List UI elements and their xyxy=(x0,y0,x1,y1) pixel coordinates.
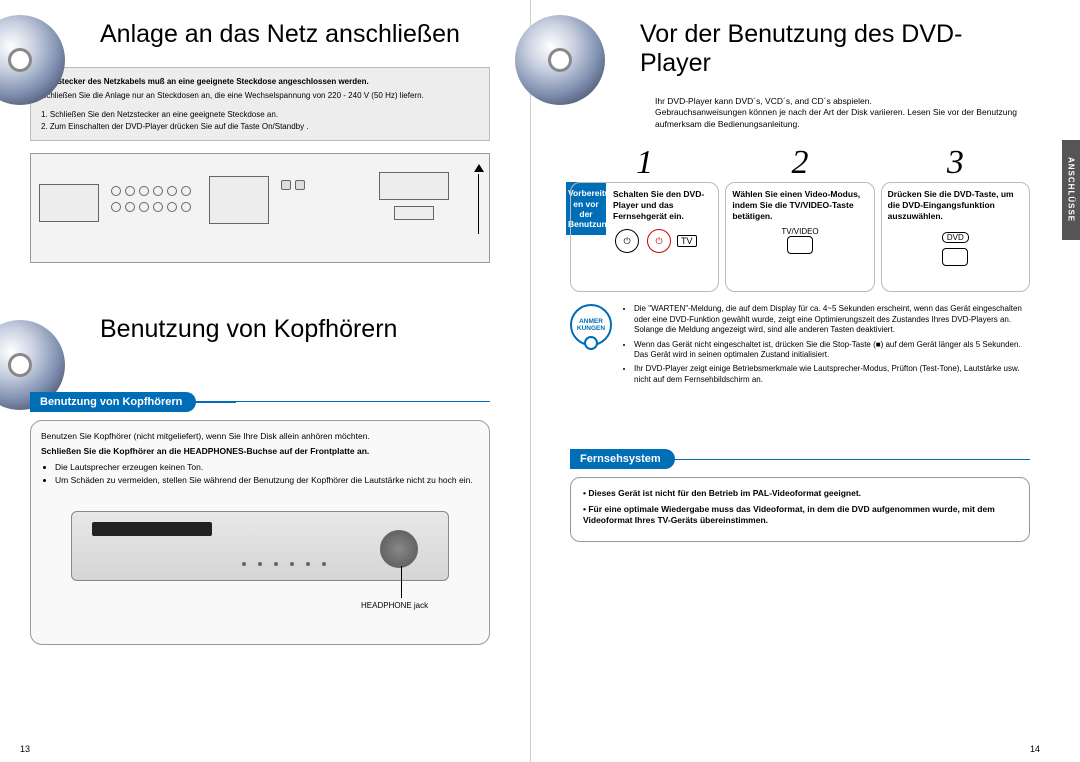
power-note-bold: Der Stecker des Netzkabels muß an eine g… xyxy=(41,76,479,87)
page-number-left: 13 xyxy=(20,744,30,754)
tv-chip: TV xyxy=(677,235,697,247)
power-note-step1: 1. Schließen Sie den Netzstecker an eine… xyxy=(41,110,278,119)
dvd-front-panel: Benutzen Sie Kopfhörer (nicht mitgeliefe… xyxy=(30,420,490,645)
notes-row: ANMER KUNGEN Die "WARTEN"-Meldung, die a… xyxy=(570,304,1030,389)
step-2-text: Wählen Sie einen Video-Modus, indem Sie … xyxy=(732,189,867,221)
note-3: Ihr DVD-Player zeigt einige Betriebsmerk… xyxy=(634,364,1030,385)
power-note-box: Der Stecker des Netzkabels muß an eine g… xyxy=(30,67,490,141)
tvvideo-button-icon xyxy=(787,236,813,254)
page-number-right: 14 xyxy=(1030,744,1040,754)
note-1: Die "WARTEN"-Meldung, die auf dem Displa… xyxy=(634,304,1030,335)
tvsystem-line1: • Dieses Gerät ist nicht für den Betrieb… xyxy=(583,488,1017,499)
power-note-line1: Schließen Sie die Anlage nur an Steckdos… xyxy=(41,91,424,100)
intro-paragraph: Ihr DVD-Player kann DVD´s, VCD´s, and CD… xyxy=(655,96,1030,130)
tvsystem-line2: • Für eine optimale Wiedergabe muss das … xyxy=(583,504,1017,527)
side-tab-label: ANSCHLÜSSE xyxy=(1062,140,1080,240)
anmerkungen-badge: ANMER KUNGEN xyxy=(570,304,612,346)
power-section-title: Anlage an das Netz anschließen xyxy=(100,20,490,49)
notes-list: Die "WARTEN"-Meldung, die auf dem Displa… xyxy=(622,304,1030,389)
step-3-text: Drücken Sie die DVD-Taste, um die DVD-Ei… xyxy=(888,189,1023,221)
left-page: Anlage an das Netz anschließen Der Steck… xyxy=(0,0,520,762)
rear-panel-diagram xyxy=(30,153,490,263)
usage-section-title: Vor der Benutzung des DVD-Player xyxy=(640,20,1030,78)
step-3-box: Drücken Sie die DVD-Taste, um die DVD-Ei… xyxy=(881,182,1030,292)
page-divider xyxy=(530,0,531,762)
power-icon: ⏻ xyxy=(615,229,639,253)
headphones-bullet2: Um Schäden zu vermeiden, stellen Sie wäh… xyxy=(55,475,479,486)
step-number-1: 1 xyxy=(570,144,719,182)
dvd-unit-illustration xyxy=(71,511,449,581)
step-number-3: 3 xyxy=(881,144,1030,182)
note-2: Wenn das Gerät nicht eingeschaltet ist, … xyxy=(634,340,1030,361)
tvsystem-pill: Fernsehsystem xyxy=(570,449,675,469)
headphones-pill: Benutzung von Kopfhörern xyxy=(30,392,196,412)
step-1-box: Schalten Sie den DVD-Player und das Fern… xyxy=(570,182,719,292)
headphones-bullet1: Die Lautsprecher erzeugen keinen Ton. xyxy=(55,462,479,473)
headphone-jack-label: HEADPHONE jack xyxy=(361,601,428,610)
headphones-desc1: Benutzen Sie Kopfhörer (nicht mitgeliefe… xyxy=(41,431,479,442)
headphones-section-title: Benutzung von Kopfhörern xyxy=(100,315,490,344)
step-2-box: Wählen Sie einen Video-Modus, indem Sie … xyxy=(725,182,874,292)
tvvideo-label: TV/VIDEO xyxy=(732,227,867,236)
power-note-step2: 2. Zum Einschalten der DVD-Player drücke… xyxy=(41,122,309,131)
right-page: Vor der Benutzung des DVD-Player Ihr DVD… xyxy=(540,0,1060,762)
dvd-button-icon xyxy=(942,248,968,266)
steps-row: Vorbereitung en vor der Benutzung 1 Scha… xyxy=(570,144,1030,292)
tvsystem-box: • Dieses Gerät ist nicht für den Betrieb… xyxy=(570,477,1030,541)
step-number-2: 2 xyxy=(725,144,874,182)
disc-icon xyxy=(515,15,605,105)
headphone-pointer-line xyxy=(401,566,402,598)
headphones-desc2: Schließen Sie die Kopfhörer an die HEADP… xyxy=(41,446,479,457)
power-icon-red: ⏻ xyxy=(647,229,671,253)
step-1-text: Schalten Sie den DVD-Player und das Fern… xyxy=(613,189,712,221)
dvd-chip: DVD xyxy=(942,232,969,243)
